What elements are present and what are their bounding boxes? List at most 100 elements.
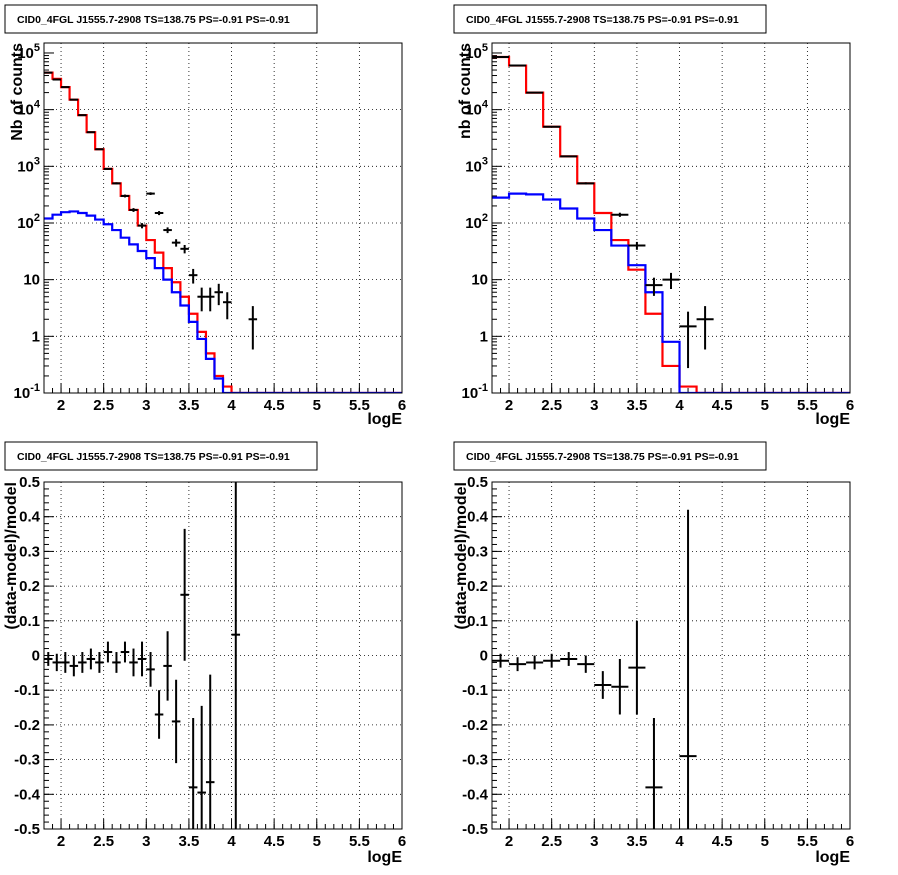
y-tick-label: 0 [480, 648, 488, 665]
y-tick-label: 103 [17, 155, 40, 175]
y-tick-label: 0.5 [19, 474, 40, 491]
data-layer [44, 71, 402, 393]
x-tick-label: 6 [846, 833, 854, 850]
chart-panel-2: CID0_4FGL J1555.7-2908 TS=138.75 PS=-0.9… [453, 4, 854, 428]
y-tick-label: 1 [480, 328, 488, 345]
title-box [453, 4, 767, 34]
data-layer [44, 482, 241, 829]
y-tick-label: -0.3 [462, 752, 488, 769]
x-tick-label: 3 [590, 397, 598, 414]
y-tick-label: 0 [32, 648, 40, 665]
y-tick-label: -0.2 [462, 717, 488, 734]
data-layer [492, 55, 850, 393]
y-axis-label: Nb of counts [9, 43, 26, 141]
y-tick-label: 0.1 [19, 613, 40, 630]
y-tick-label: 10 [23, 272, 40, 289]
title-box [4, 4, 318, 34]
y-tick-label: -0.4 [14, 786, 41, 803]
y-tick-label: 102 [17, 212, 40, 232]
source-model-line [492, 192, 850, 393]
y-tick-label: -0.3 [14, 752, 40, 769]
x-tick-label: 5.5 [797, 397, 818, 414]
y-tick-label: 10-1 [14, 382, 40, 402]
x-tick-label: 4.5 [712, 833, 733, 850]
x-tick-label: 6 [846, 397, 854, 414]
chart-panel-1: CID0_4FGL J1555.7-2908 TS=138.75 PS=-0.9… [4, 4, 406, 428]
x-axis-label: logE [367, 849, 402, 866]
chart-panel-3: CID0_4FGL J1555.7-2908 TS=138.75 PS=-0.9… [3, 441, 406, 866]
x-tick-label: 4 [227, 397, 236, 414]
x-tick-label: 3.5 [626, 397, 647, 414]
chart-title: CID0_4FGL J1555.7-2908 TS=138.75 PS=-0.9… [466, 451, 739, 463]
x-tick-label: 3 [142, 833, 150, 850]
y-tick-label: 103 [465, 155, 488, 175]
chart-panel-4: CID0_4FGL J1555.7-2908 TS=138.75 PS=-0.9… [453, 441, 854, 866]
data-layer [492, 509, 697, 829]
x-tick-label: 2.5 [541, 397, 562, 414]
y-tick-label: 105 [465, 42, 488, 62]
x-tick-label: 2.5 [93, 833, 114, 850]
x-tick-label: 2.5 [93, 397, 114, 414]
y-tick-label: 0.2 [19, 578, 40, 595]
x-axis-label: logE [367, 411, 402, 428]
title-box [4, 441, 318, 471]
y-tick-label: 10-1 [462, 382, 488, 402]
x-tick-label: 2 [505, 397, 513, 414]
x-axis-label: logE [815, 411, 850, 428]
title-box [453, 441, 767, 471]
total-model-line [492, 55, 850, 393]
y-tick-label: 104 [17, 99, 41, 119]
y-tick-label: -0.2 [14, 717, 40, 734]
x-tick-label: 3.5 [178, 833, 199, 850]
x-tick-label: 4 [675, 833, 684, 850]
x-tick-label: 3.5 [178, 397, 199, 414]
x-tick-label: 5.5 [349, 833, 370, 850]
y-tick-label: 105 [17, 42, 40, 62]
x-tick-label: 3 [142, 397, 150, 414]
x-tick-label: 4 [227, 833, 236, 850]
x-tick-label: 5.5 [797, 833, 818, 850]
y-tick-label: 0.1 [467, 613, 488, 630]
x-tick-label: 2 [57, 397, 65, 414]
y-tick-label: 0.2 [467, 578, 488, 595]
x-tick-label: 5 [761, 397, 769, 414]
y-tick-label: -0.1 [462, 682, 488, 699]
source-model-line [44, 210, 402, 393]
x-tick-label: 4 [675, 397, 684, 414]
chart-title: CID0_4FGL J1555.7-2908 TS=138.75 PS=-0.9… [466, 14, 739, 26]
y-tick-label: -0.1 [14, 682, 40, 699]
y-tick-label: 0.4 [467, 509, 489, 526]
x-tick-label: 4.5 [712, 397, 733, 414]
x-tick-label: 3.5 [626, 833, 647, 850]
y-tick-label: 104 [465, 99, 489, 119]
y-tick-label: 1 [32, 328, 40, 345]
total-model-line [44, 71, 402, 393]
x-tick-label: 4.5 [264, 833, 285, 850]
x-tick-label: 5.5 [349, 397, 370, 414]
y-tick-label: 10 [471, 272, 488, 289]
plot-frame [43, 42, 403, 394]
y-axis-label: nb of counts [457, 43, 474, 139]
chart-title: CID0_4FGL J1555.7-2908 TS=138.75 PS=-0.9… [17, 451, 290, 463]
y-tick-label: 102 [465, 212, 488, 232]
x-tick-label: 2 [57, 833, 65, 850]
y-tick-label: 0.4 [19, 509, 41, 526]
plot-frame [43, 481, 403, 830]
y-tick-label: -0.5 [462, 821, 488, 838]
x-tick-label: 6 [398, 397, 406, 414]
plot-frame [491, 42, 851, 394]
x-tick-label: 5 [313, 833, 321, 850]
x-tick-label: 4.5 [264, 397, 285, 414]
y-tick-label: 0.3 [467, 543, 488, 560]
x-tick-label: 3 [590, 833, 598, 850]
y-axis-label: (data-model)/model [3, 482, 20, 630]
x-tick-label: 2.5 [541, 833, 562, 850]
plot-frame [491, 481, 851, 830]
x-tick-label: 5 [761, 833, 769, 850]
y-tick-label: 0.3 [19, 543, 40, 560]
y-tick-label: 0.5 [467, 474, 488, 491]
y-tick-label: -0.4 [462, 786, 489, 803]
y-tick-label: -0.5 [14, 821, 40, 838]
x-tick-label: 5 [313, 397, 321, 414]
x-tick-label: 2 [505, 833, 513, 850]
